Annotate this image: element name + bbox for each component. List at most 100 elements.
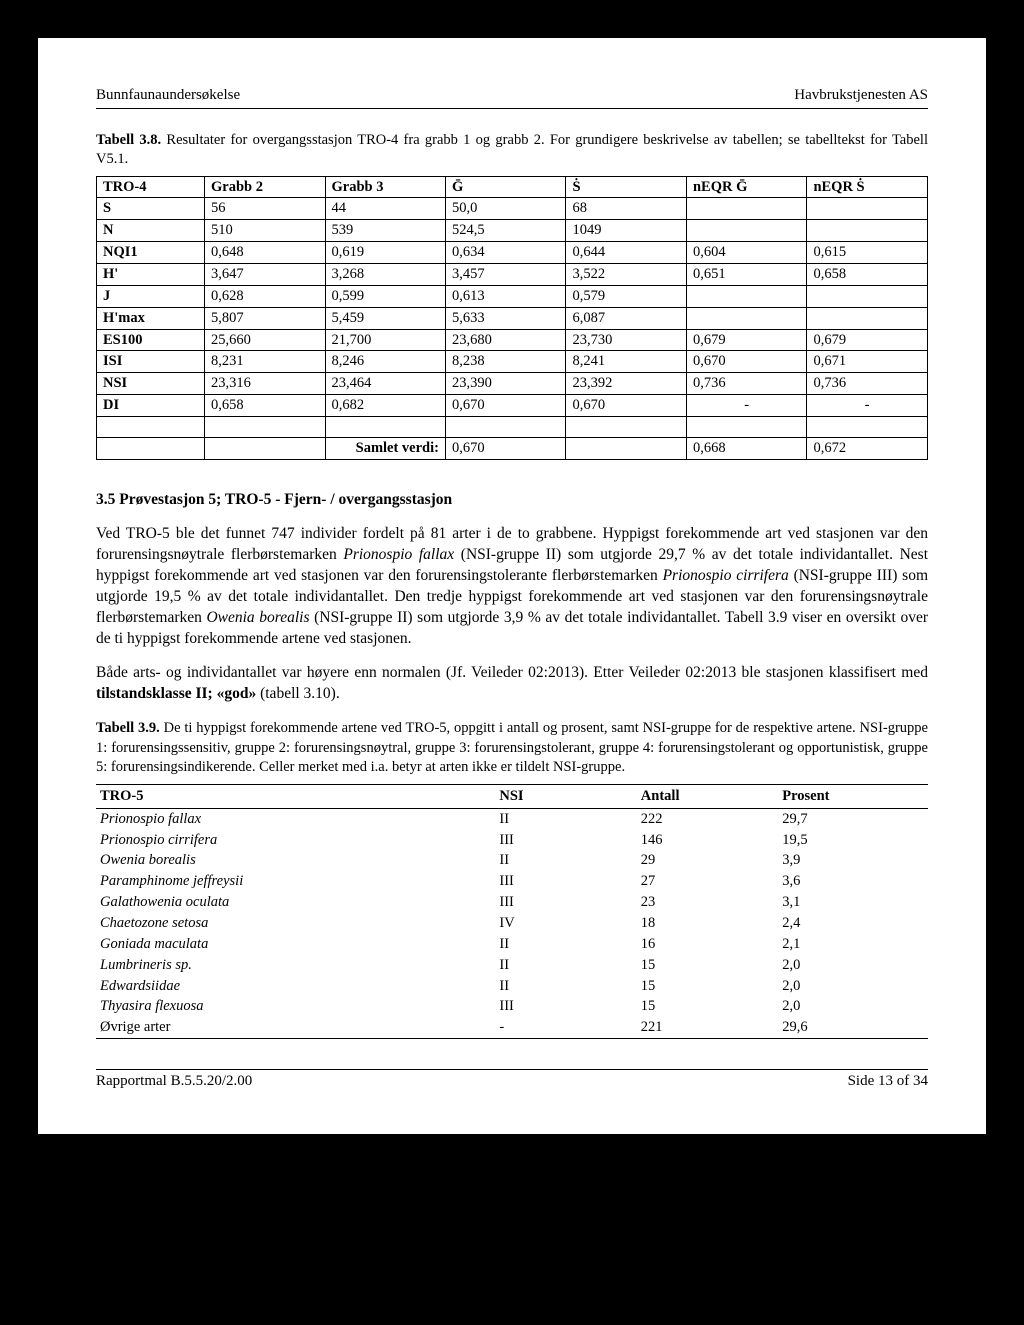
- table-cell: 0,615: [807, 242, 928, 264]
- th: Prosent: [778, 784, 928, 808]
- table-row: ES10025,66021,70023,68023,7300,6790,679: [97, 329, 928, 351]
- table-cell: Thyasira flexuosa: [96, 996, 495, 1017]
- table-cell: II: [495, 934, 636, 955]
- table-cell: [807, 285, 928, 307]
- th: Grabb 2: [205, 176, 325, 198]
- table-row: Prionospio cirriferaIII14619,5: [96, 830, 928, 851]
- table-cell: 23,316: [205, 373, 325, 395]
- table-cell: -: [495, 1017, 636, 1038]
- table-cell: 23: [637, 892, 778, 913]
- table-cell: 2,0: [778, 976, 928, 997]
- table-cell: 0,658: [205, 395, 325, 417]
- table-spacer-row: [97, 416, 928, 437]
- table-summary-row: Samlet verdi:0,6700,6680,672: [97, 437, 928, 459]
- table-cell: 0,679: [807, 329, 928, 351]
- table-cell: NQI1: [97, 242, 205, 264]
- table-cell: 3,1: [778, 892, 928, 913]
- table-cell: 27: [637, 871, 778, 892]
- table-cell: III: [495, 871, 636, 892]
- table-cell: [807, 307, 928, 329]
- table-cell: 2,0: [778, 996, 928, 1017]
- table-cell: III: [495, 830, 636, 851]
- table-cell: 0,644: [566, 242, 686, 264]
- th: TRO-5: [96, 784, 495, 808]
- section-3-5-title: 3.5 Prøvestasjon 5; TRO-5 - Fjern- / ove…: [96, 490, 928, 510]
- table-cell: 44: [325, 198, 445, 220]
- th: NSI: [495, 784, 636, 808]
- table-cell: H'max: [97, 307, 205, 329]
- table-cell: DI: [97, 395, 205, 417]
- table-cell: NSI: [97, 373, 205, 395]
- table-cell: 0,670: [566, 395, 686, 417]
- table-cell: III: [495, 892, 636, 913]
- table-cell: [445, 416, 565, 437]
- table-cell: 2,1: [778, 934, 928, 955]
- table-row: Prionospio fallaxII22229,7: [96, 808, 928, 829]
- table-cell: [97, 416, 205, 437]
- table-row: DI0,6580,6820,6700,670--: [97, 395, 928, 417]
- table-cell: 23,730: [566, 329, 686, 351]
- table-row: Goniada maculataII162,1: [96, 934, 928, 955]
- table-cell: 15: [637, 996, 778, 1017]
- table-cell: 0,648: [205, 242, 325, 264]
- table-cell: Samlet verdi:: [325, 437, 445, 459]
- table-cell: 50,0: [445, 198, 565, 220]
- table-cell: 29,6: [778, 1017, 928, 1038]
- table-cell: [325, 416, 445, 437]
- table-cell: 222: [637, 808, 778, 829]
- table-cell: 0,604: [686, 242, 806, 264]
- table-cell: 18: [637, 913, 778, 934]
- table-3-9: TRO-5 NSI Antall Prosent Prionospio fall…: [96, 784, 928, 1039]
- table-cell: 0,579: [566, 285, 686, 307]
- table-cell: II: [495, 976, 636, 997]
- table-cell: [686, 416, 806, 437]
- table-cell: 23,390: [445, 373, 565, 395]
- table-header-row: TRO-5 NSI Antall Prosent: [96, 784, 928, 808]
- th: Ṡ: [566, 176, 686, 198]
- table-row: NSI23,31623,46423,39023,3920,7360,736: [97, 373, 928, 395]
- table-cell: 15: [637, 976, 778, 997]
- table-3-8-caption: Tabell 3.8. Resultater for overgangsstas…: [96, 131, 928, 170]
- table-cell: 8,246: [325, 351, 445, 373]
- table-cell: III: [495, 996, 636, 1017]
- table-cell: [97, 437, 205, 459]
- table-cell: [807, 416, 928, 437]
- table-cell: 25,660: [205, 329, 325, 351]
- table-cell: 0,670: [686, 351, 806, 373]
- document-page: Bunnfaunaundersøkelse Havbrukstjenesten …: [38, 38, 986, 1134]
- table-cell: 29: [637, 850, 778, 871]
- table-cell: 15: [637, 955, 778, 976]
- th: Antall: [637, 784, 778, 808]
- caption-label: Tabell 3.8.: [96, 132, 161, 148]
- table-row: Galathowenia oculataIII233,1: [96, 892, 928, 913]
- table-cell: 19,5: [778, 830, 928, 851]
- table-cell: 0,599: [325, 285, 445, 307]
- table-row: ISI8,2318,2468,2388,2410,6700,671: [97, 351, 928, 373]
- table-cell: Owenia borealis: [96, 850, 495, 871]
- table-cell: 68: [566, 198, 686, 220]
- table-cell: II: [495, 850, 636, 871]
- table-cell: 3,522: [566, 264, 686, 286]
- table-cell: 0,682: [325, 395, 445, 417]
- table-cell: 21,700: [325, 329, 445, 351]
- page-header: Bunnfaunaundersøkelse Havbrukstjenesten …: [96, 86, 928, 109]
- table-3-9-caption: Tabell 3.9. De ti hyppigst forekommende …: [96, 719, 928, 778]
- table-cell: 2,0: [778, 955, 928, 976]
- table-cell: 0,658: [807, 264, 928, 286]
- table-cell: 8,241: [566, 351, 686, 373]
- table-row: Thyasira flexuosaIII152,0: [96, 996, 928, 1017]
- table-cell: 539: [325, 220, 445, 242]
- th: nEQR Ṡ: [807, 176, 928, 198]
- table-cell: [807, 220, 928, 242]
- table-row: Øvrige arter-22129,6: [96, 1017, 928, 1038]
- table-cell: [566, 437, 686, 459]
- table-3-8: TRO-4 Grabb 2 Grabb 3 Ḡ Ṡ nEQR Ḡ nEQR Ṡ …: [96, 176, 928, 460]
- table-cell: [686, 285, 806, 307]
- section-para-2: Både arts- og individantallet var høyere…: [96, 663, 928, 705]
- table-cell: -: [686, 395, 806, 417]
- table-row: EdwardsiidaeII152,0: [96, 976, 928, 997]
- table-cell: Øvrige arter: [96, 1017, 495, 1038]
- table-cell: Galathowenia oculata: [96, 892, 495, 913]
- footer-right: Side 13 of 34: [848, 1072, 928, 1092]
- section-para-1: Ved TRO-5 ble det funnet 747 individer f…: [96, 524, 928, 650]
